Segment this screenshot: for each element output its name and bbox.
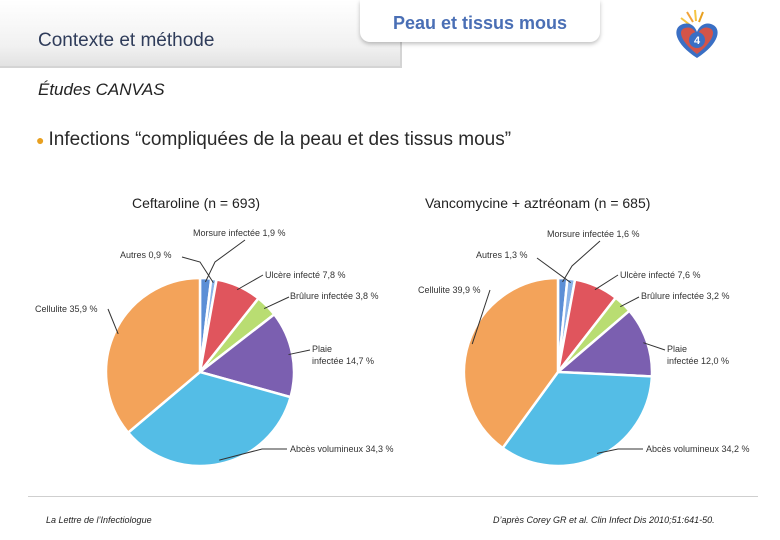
page-number: 4 xyxy=(694,35,701,47)
label-ulcere-left: Ulcère infecté 7,8 % xyxy=(265,270,346,280)
label-plaie-left-1: Plaie xyxy=(312,344,333,354)
label-morsure-right: Morsure infectée 1,6 % xyxy=(547,229,640,239)
leader-0-brulure xyxy=(263,296,290,309)
label-plaie-right-2: infectée 12,0 % xyxy=(667,356,730,366)
label-brulure-right: Brûlure infectée 3,2 % xyxy=(641,291,730,301)
pie1-slice-plaie xyxy=(554,309,654,378)
footer-divider xyxy=(28,496,758,497)
footer-source: D’après Corey GR et al. Clin Infect Dis … xyxy=(493,515,715,525)
leader-1-abces xyxy=(596,448,643,454)
leader-1-autres xyxy=(536,257,572,284)
label-ulcere-right: Ulcère infecté 7,6 % xyxy=(620,270,701,280)
label-abces-left: Abcès volumineux 34,3 % xyxy=(290,444,394,454)
pie-ceftaroline xyxy=(104,276,296,468)
leader-1-morsure xyxy=(562,240,601,283)
leader-1-cellulite xyxy=(471,289,491,345)
label-morsure-left: Morsure infectée 1,9 % xyxy=(193,228,286,238)
section-title: Contexte et méthode xyxy=(38,30,215,51)
label-autres-left: Autres 0,9 % xyxy=(120,250,172,260)
leader-0-abces xyxy=(219,448,287,461)
leader-1-plaie xyxy=(643,342,666,351)
label-cellulite-left: Cellulite 35,9 % xyxy=(35,304,98,314)
bullet-dot-icon: ● xyxy=(36,132,45,148)
subtitle: Études CANVAS xyxy=(38,80,165,99)
pie0-slice-abces xyxy=(126,370,293,468)
label-cellulite-right: Cellulite 39,9 % xyxy=(418,285,481,295)
chart-title-ceftaroline: Ceftaroline (n = 693) xyxy=(132,195,261,211)
bullet-item: ● Infections “compliquées de la peau et d… xyxy=(36,129,511,151)
leader-1-brulure xyxy=(620,296,640,308)
leader-0-ulcere xyxy=(236,274,264,291)
leader-0-cellulite xyxy=(107,308,119,335)
bullet-text: Infections “compliquées de la peau et de… xyxy=(48,129,512,150)
leader-0-morsure xyxy=(204,239,246,283)
pie0-slice-cellulite xyxy=(104,276,202,435)
leader-1-ulcere xyxy=(594,274,619,291)
label-plaie-left-2: infectée 14,7 % xyxy=(312,356,375,366)
label-plaie-right-1: Plaie xyxy=(667,344,688,354)
slide-header: Contexte et méthode Peau et tissus mous … xyxy=(0,0,780,68)
topic-tab: Peau et tissus mous xyxy=(360,0,600,42)
header-bar xyxy=(0,0,402,68)
chart-title-vancomycine: Vancomycine + aztréonam (n = 685) xyxy=(425,195,651,211)
topic-tab-label: Peau et tissus mous xyxy=(392,13,568,33)
leader-0-plaie xyxy=(288,349,311,356)
leader-lines xyxy=(107,239,666,461)
label-autres-right: Autres 1,3 % xyxy=(476,250,528,260)
footer-journal: La Lettre de l’Infectiologue xyxy=(46,515,152,525)
label-brulure-left: Brûlure infectée 3,8 % xyxy=(290,291,379,301)
leader-0-autres xyxy=(181,256,214,284)
pie-vancomycine xyxy=(462,276,654,468)
pie1-slice-abces xyxy=(500,370,654,468)
label-abces-right: Abcès volumineux 34,2 % xyxy=(646,444,750,454)
heart-logo-icon: 4 xyxy=(676,9,718,58)
pie1-slice-cellulite xyxy=(462,276,560,450)
